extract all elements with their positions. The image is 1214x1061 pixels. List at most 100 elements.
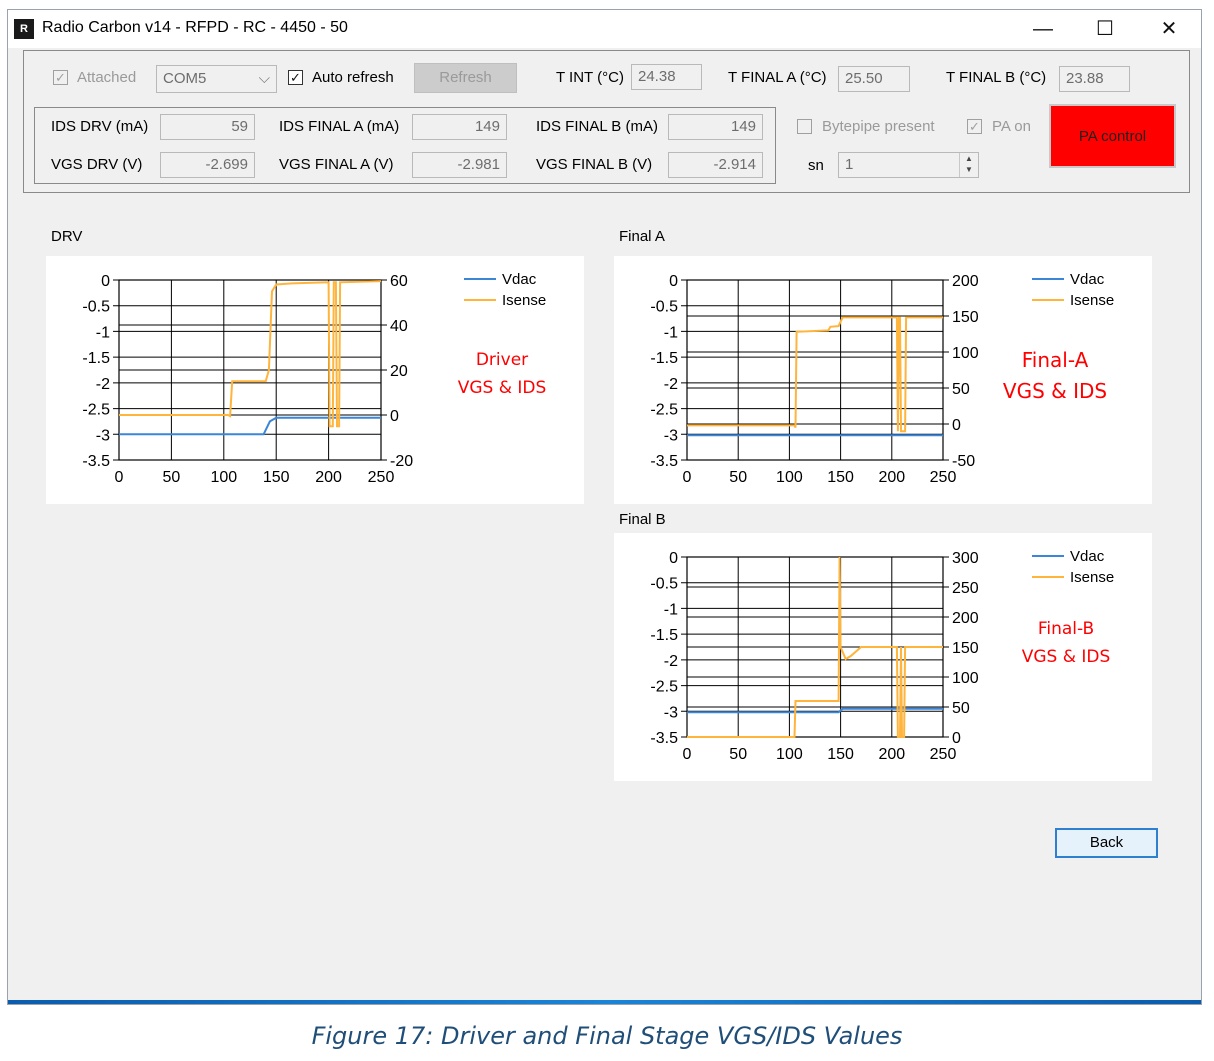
y-left-tick-label: -1 xyxy=(664,324,678,341)
x-tick-label: 150 xyxy=(827,469,854,486)
ids-final-a-field[interactable]: 149 xyxy=(412,114,507,140)
y-right-tick-label: 40 xyxy=(390,318,408,335)
x-tick-label: 0 xyxy=(683,469,692,486)
vgs-drv-field[interactable]: -2.699 xyxy=(160,152,255,178)
vgs-final-b-field[interactable]: -2.914 xyxy=(668,152,763,178)
auto-refresh-label: Auto refresh xyxy=(312,69,394,86)
y-left-tick-label: -0.5 xyxy=(650,299,678,316)
close-button[interactable]: ✕ xyxy=(1160,18,1178,40)
y-left-tick-label: -3.5 xyxy=(650,453,678,470)
y-left-tick-label: -3 xyxy=(664,704,678,721)
y-right-tick-label: 150 xyxy=(952,640,979,657)
minimize-button[interactable]: — xyxy=(1033,18,1053,40)
x-tick-label: 250 xyxy=(930,469,957,486)
annotation-text: VGS & IDS xyxy=(458,378,547,398)
legend-label-isense: Isense xyxy=(1070,569,1114,586)
maximize-button[interactable]: ☐ xyxy=(1096,18,1114,40)
y-right-tick-label: 200 xyxy=(952,273,979,290)
legend-label-isense: Isense xyxy=(502,292,546,309)
y-left-tick-label: -3.5 xyxy=(650,730,678,747)
vgs-final-a-label: VGS FINAL A (V) xyxy=(279,156,394,173)
pa-control-button[interactable]: PA control xyxy=(1049,104,1176,168)
pa-on-label: PA on xyxy=(992,118,1031,135)
y-right-tick-label: 20 xyxy=(390,363,408,380)
y-left-tick-label: -2.5 xyxy=(650,402,678,419)
x-tick-label: 100 xyxy=(776,469,803,486)
x-tick-label: 50 xyxy=(729,469,747,486)
x-tick-label: 0 xyxy=(683,746,692,763)
y-right-tick-label: 50 xyxy=(952,700,970,717)
y-left-tick-label: 0 xyxy=(101,273,110,290)
annotation-text: VGS & IDS xyxy=(1003,379,1107,403)
y-left-tick-label: -0.5 xyxy=(82,299,110,316)
y-left-tick-label: 0 xyxy=(669,550,678,567)
ids-final-b-field[interactable]: 149 xyxy=(668,114,763,140)
y-left-tick-label: -2.5 xyxy=(650,679,678,696)
x-tick-label: 200 xyxy=(315,469,342,486)
t-final-a-field[interactable]: 25.50 xyxy=(838,66,910,92)
legend-label-isense: Isense xyxy=(1070,292,1114,309)
plot-area-frame xyxy=(686,279,944,461)
y-left-tick-label: -1 xyxy=(664,601,678,618)
port-value: COM5 xyxy=(163,70,207,87)
pa-on-checkbox[interactable]: ✓ xyxy=(967,119,982,134)
y-left-tick-label: -1.5 xyxy=(650,350,678,367)
series-line-vdac xyxy=(119,416,381,436)
refresh-button[interactable]: Refresh xyxy=(414,63,517,93)
y-right-tick-label: 60 xyxy=(390,273,408,290)
y-right-tick-label: -50 xyxy=(952,453,975,470)
x-tick-label: 250 xyxy=(930,746,957,763)
legend-label-vdac: Vdac xyxy=(1070,548,1105,565)
y-left-tick-label: -2 xyxy=(664,653,678,670)
t-int-field[interactable]: 24.38 xyxy=(631,64,702,90)
y-right-tick-label: -20 xyxy=(390,453,413,470)
x-tick-label: 0 xyxy=(115,469,124,486)
chevron-down-icon: ⌵ xyxy=(258,70,270,87)
y-left-tick-label: -0.5 xyxy=(650,576,678,593)
bytepipe-label: Bytepipe present xyxy=(822,118,935,135)
port-select[interactable]: COM5 ⌵ xyxy=(156,65,277,93)
chart-title-final-b: Final B xyxy=(619,511,666,528)
t-int-label: T INT (°C) xyxy=(556,69,624,86)
t-final-b-field[interactable]: 23.88 xyxy=(1059,66,1130,92)
chart-drv: 0 50 100 150 200 250 0 -0.5 -1 -1.5 -2 -2.5 -3 -3.5 60… xyxy=(46,256,584,504)
y-left-tick-label: -1.5 xyxy=(650,627,678,644)
sn-label: sn xyxy=(808,157,824,174)
chart-drv-svg: 0 50 100 150 200 2500-0.5-1-1.5-2-2.5-3-3.560… xyxy=(82,271,547,486)
y-right-tick-label: 0 xyxy=(952,730,961,747)
y-right-tick-label: 0 xyxy=(952,417,961,434)
ids-drv-label: IDS DRV (mA) xyxy=(51,118,149,135)
y-right-tick-label: 250 xyxy=(952,580,979,597)
y-left-tick-label: 0 xyxy=(669,273,678,290)
sn-stepper[interactable]: 1 ▲ ▼ xyxy=(838,152,979,178)
attached-label: Attached xyxy=(77,69,137,86)
title-bar: R Radio Carbon v14 - RFPD - RC - 4450 - … xyxy=(8,10,1201,48)
attached-checkbox[interactable]: ✓ xyxy=(53,70,68,85)
y-left-tick-label: -2.5 xyxy=(82,402,110,419)
spinner-arrows-icon[interactable]: ▲ ▼ xyxy=(959,153,978,177)
y-right-tick-label: 0 xyxy=(390,408,399,425)
annotation-text: Driver xyxy=(476,350,528,370)
auto-refresh-checkbox[interactable]: ✓ xyxy=(288,70,303,85)
y-left-tick-label: -1 xyxy=(96,324,110,341)
annotation-text: Final-B xyxy=(1038,619,1094,639)
controls-groupbox xyxy=(23,50,1190,193)
y-right-tick-label: 150 xyxy=(952,309,979,326)
t-final-a-label: T FINAL A (°C) xyxy=(728,69,827,86)
y-right-tick-label: 200 xyxy=(952,610,979,627)
x-tick-label: 150 xyxy=(263,469,290,486)
sn-value: 1 xyxy=(845,156,854,173)
t-final-b-label: T FINAL B (°C) xyxy=(946,69,1047,86)
vgs-final-a-field[interactable]: -2.981 xyxy=(412,152,507,178)
y-left-tick-label: -3 xyxy=(664,427,678,444)
y-left-tick-label: -2 xyxy=(664,376,678,393)
y-left-tick-label: -3.5 xyxy=(82,453,110,470)
ids-drv-field[interactable]: 59 xyxy=(160,114,255,140)
bytepipe-checkbox[interactable] xyxy=(797,119,812,134)
ids-final-a-label: IDS FINAL A (mA) xyxy=(279,118,400,135)
legend-label-vdac: Vdac xyxy=(1070,271,1105,288)
back-button[interactable]: Back xyxy=(1055,828,1158,858)
x-tick-label: 50 xyxy=(729,746,747,763)
x-tick-label: 50 xyxy=(163,469,181,486)
y-left-tick-label: -3 xyxy=(96,427,110,444)
